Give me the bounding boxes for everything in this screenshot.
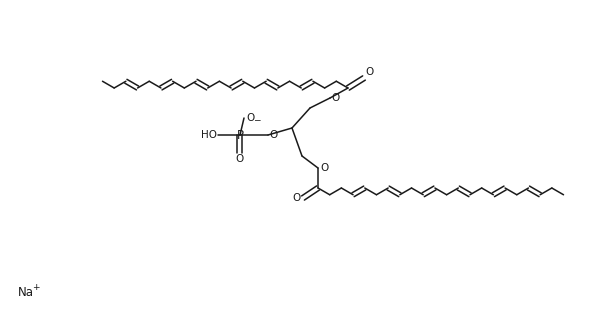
Text: HO: HO [201,130,217,140]
Text: O: O [236,154,244,164]
Text: O: O [293,193,301,203]
Text: −: − [253,115,261,124]
Text: P: P [236,129,243,141]
Text: Na: Na [18,285,34,299]
Text: O: O [331,93,339,103]
Text: O: O [320,163,328,173]
Text: +: + [32,283,39,292]
Text: O: O [269,130,277,140]
Text: O: O [246,113,254,123]
Text: O: O [365,67,373,77]
